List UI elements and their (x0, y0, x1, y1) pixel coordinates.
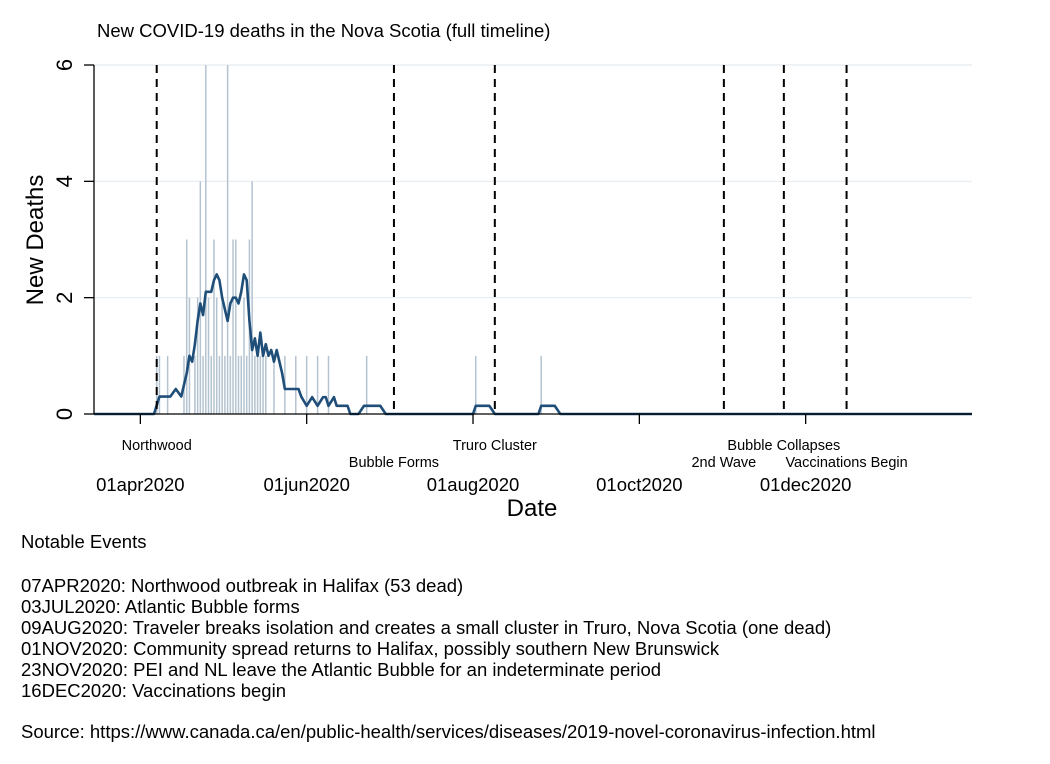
bar (305, 355, 308, 414)
bar (166, 355, 169, 414)
bar-series (155, 65, 542, 414)
bar (237, 355, 240, 414)
bar (202, 355, 204, 414)
bar (365, 355, 368, 414)
bar (251, 181, 253, 414)
bar (221, 297, 223, 414)
bar (259, 355, 262, 414)
bar (185, 239, 188, 414)
bar (158, 355, 161, 414)
event-label: Truro Cluster (453, 438, 537, 454)
event-list: 07APR2020: Northwood outbreak in Halifax… (21, 575, 1041, 701)
bar (224, 355, 226, 414)
x-tick-label: 01apr2020 (96, 474, 184, 495)
bar (194, 355, 196, 414)
y-gridlines (94, 64, 972, 299)
bar (229, 355, 232, 414)
event-item: 03JUL2020: Atlantic Bubble forms (21, 596, 300, 617)
event-label: Vaccinations Begin (785, 455, 907, 471)
event-label: Bubble Collapses (727, 438, 840, 454)
x-tick-label: 01aug2020 (427, 474, 520, 495)
bar (226, 65, 229, 414)
bar (256, 355, 259, 414)
chart: New COVID-19 deaths in the Nova Scotia (… (22, 20, 972, 522)
bar (327, 355, 330, 414)
y-tick-label: 2 (52, 292, 77, 304)
y-ticks: 0 2 4 6 (52, 59, 94, 420)
event-item: 23NOV2020: PEI and NL leave the Atlantic… (21, 659, 662, 680)
y-axis-label: New Deaths (22, 175, 49, 306)
source-note: Source: https://www.canada.ca/en/public-… (21, 721, 876, 742)
x-tick-label: 01jun2020 (263, 474, 349, 495)
x-tick-label: 01oct2020 (596, 474, 682, 495)
event-label: 2nd Wave (691, 455, 756, 471)
bar (218, 355, 221, 414)
bar (273, 355, 275, 414)
bar (262, 355, 264, 414)
chart-title: New COVID-19 deaths in the Nova Scotia (… (97, 20, 550, 41)
x-axis-label: Date (507, 495, 558, 522)
y-tick-label: 6 (52, 59, 77, 71)
bar (265, 355, 267, 414)
bar (540, 355, 542, 414)
bar (196, 297, 199, 414)
bar (207, 297, 210, 414)
notes-panel: Notable Events 07APR2020: Northwood outb… (21, 531, 1041, 742)
event-item: 09AUG2020: Traveler breaks isolation and… (21, 617, 832, 638)
bar (316, 355, 319, 414)
bar (199, 181, 202, 414)
bar (245, 355, 248, 414)
event-item: 01NOV2020: Community spread returns to H… (21, 638, 720, 659)
y-tick-label: 4 (52, 175, 77, 187)
notes-heading: Notable Events (21, 531, 147, 552)
bar (155, 355, 158, 414)
bar (254, 355, 256, 414)
bar (474, 355, 477, 414)
bar (215, 297, 218, 414)
event-item: 07APR2020: Northwood outbreak in Halifax… (21, 575, 464, 596)
bar (213, 239, 215, 414)
line-series-path (94, 273, 972, 416)
y-tick-label: 0 (52, 408, 77, 420)
bar (240, 355, 242, 414)
x-tick-label: 01dec2020 (760, 474, 852, 495)
bar (235, 239, 237, 414)
event-lines: Northwood Bubble Forms Truro Cluster 2nd Wa… (122, 65, 908, 471)
bar (243, 297, 245, 414)
bar (295, 355, 297, 414)
event-item: 16DEC2020: Vaccinations begin (21, 680, 286, 701)
bar (205, 65, 207, 414)
bar (232, 239, 234, 414)
bar (210, 355, 212, 414)
line-series (94, 273, 972, 416)
event-label: Northwood (122, 438, 192, 454)
event-label: Bubble Forms (349, 455, 439, 471)
x-ticks: 01apr2020 01jun2020 01aug2020 01oct2020 01de… (96, 414, 851, 495)
axes (93, 65, 972, 415)
